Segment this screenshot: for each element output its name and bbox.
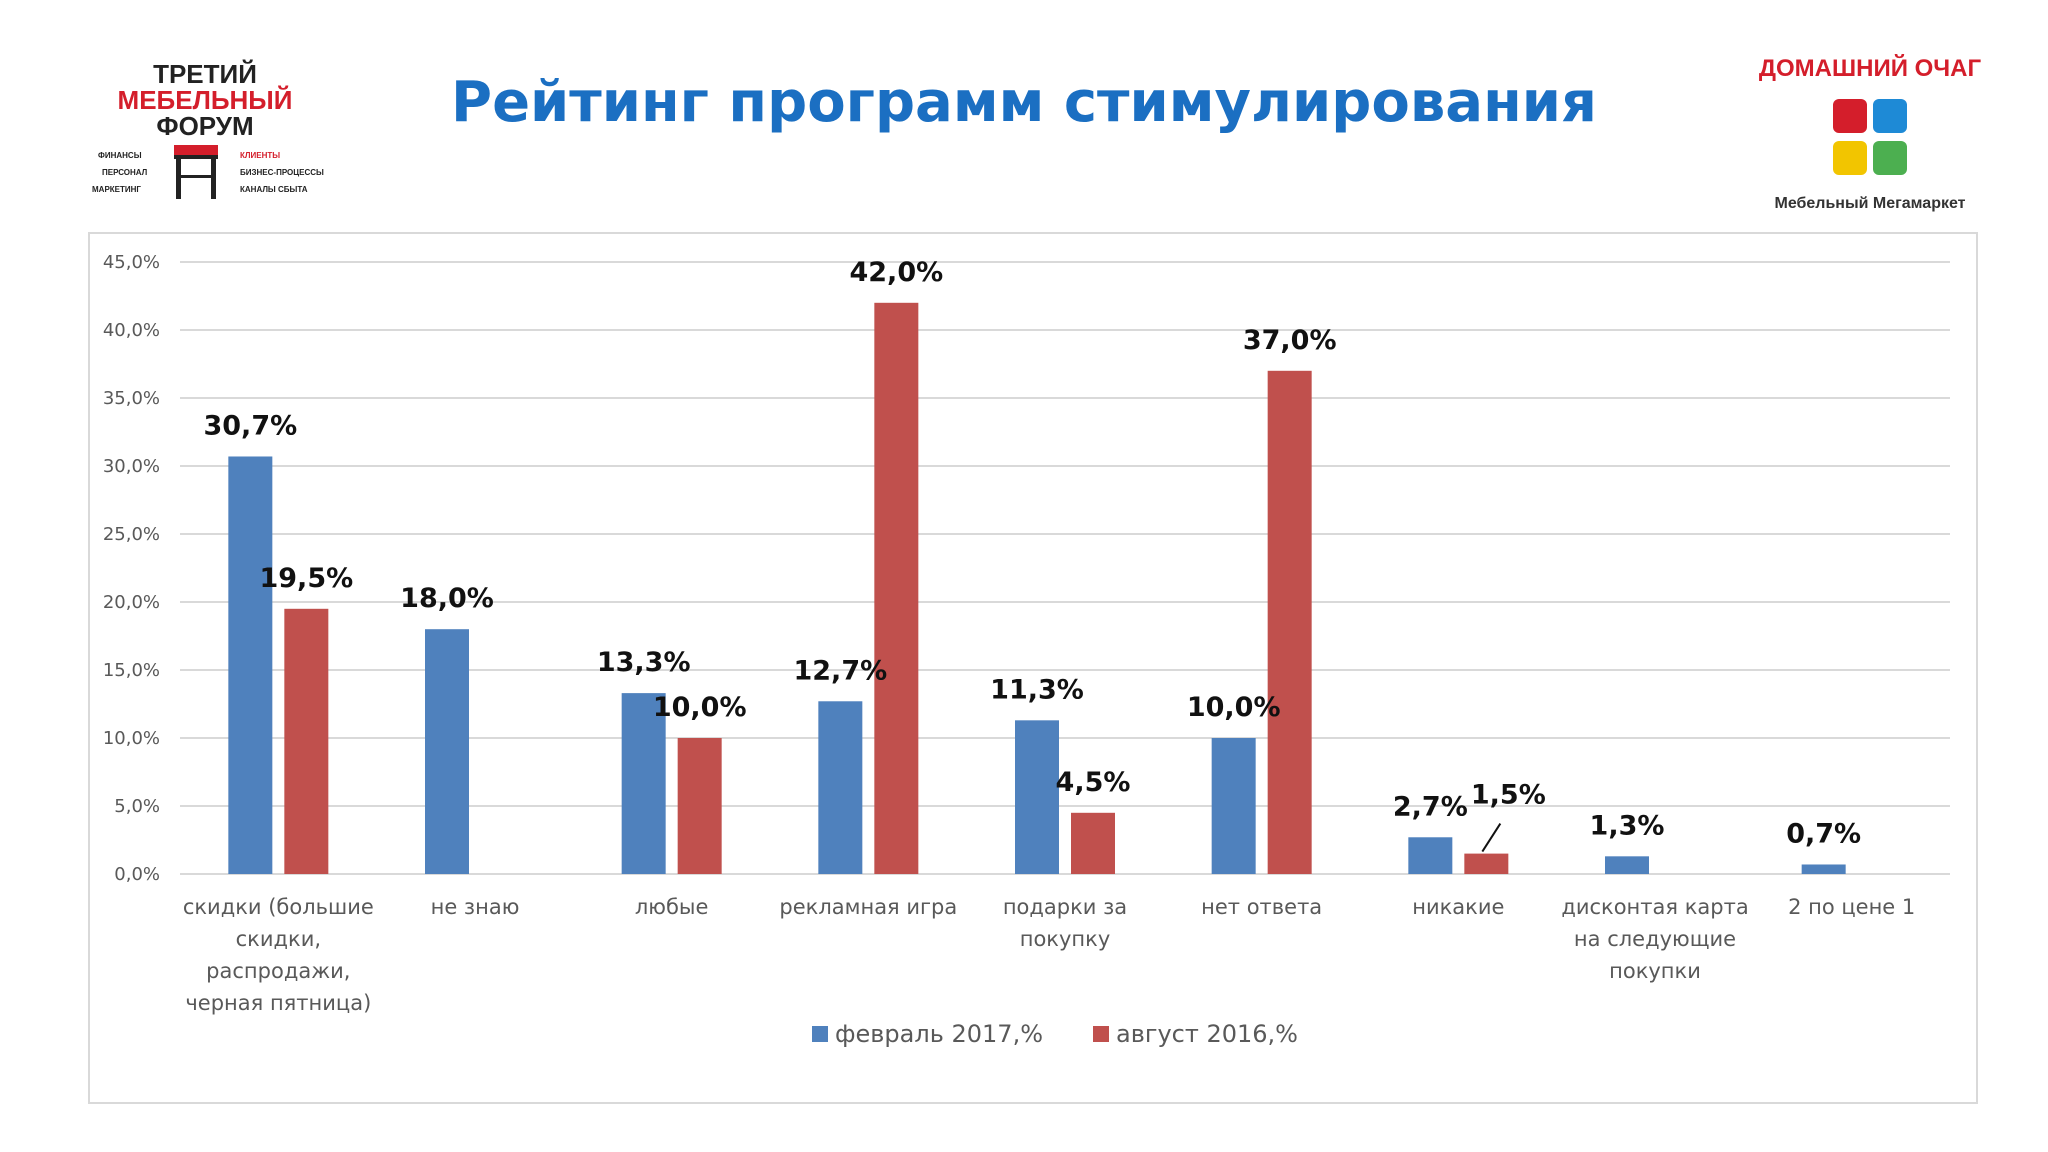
legend-label: август 2016,%: [1116, 1020, 1298, 1048]
brand-subtitle: Мебельный Мегамаркет: [1774, 195, 1966, 212]
leader-line: [1481, 823, 1502, 853]
brand-name: ДОМАШНИЙ ОЧАГ: [1758, 55, 1982, 82]
bar: [1071, 812, 1115, 874]
chair-icon: [174, 145, 218, 199]
wardrobe-icon: [1833, 99, 1867, 133]
x-tick-label: подарки за покупку: [1003, 895, 1127, 951]
y-tick-label: 0,0%: [114, 864, 160, 885]
forum-logo-right-item-2: КАНАЛЫ СБЫТА: [240, 185, 308, 194]
bar: [874, 302, 919, 874]
bar: [1605, 856, 1649, 874]
bar: [1408, 837, 1453, 874]
y-tick-label: 40,0%: [103, 320, 160, 341]
x-tick-label: любые: [635, 895, 709, 919]
forum-logo: ТРЕТИЙ МЕБЕЛЬНЫЙ ФОРУМ ФИНАНСЫ ПЕРСОНАЛ …: [90, 55, 350, 205]
x-tick-label: 2 по цене 1: [1788, 895, 1915, 919]
data-label: 11,3%: [990, 674, 1084, 705]
y-tick-label: 35,0%: [103, 388, 160, 409]
forum-logo-right-item-0: КЛИЕНТЫ: [240, 151, 281, 160]
page-title: Рейтинг программ стимулирования: [451, 70, 1597, 135]
chair-icon: [1873, 99, 1907, 133]
legend-swatch: [812, 1026, 828, 1042]
x-tick-label: рекламная игра: [779, 895, 957, 919]
x-tick-label: нет ответа: [1201, 895, 1322, 919]
data-label: 10,0%: [1187, 692, 1281, 723]
bar: [1464, 853, 1509, 874]
bar: [1267, 370, 1312, 874]
bar: [1015, 720, 1059, 874]
y-tick-label: 45,0%: [103, 252, 160, 273]
data-label: 42,0%: [849, 257, 943, 288]
data-label: 2,7%: [1393, 791, 1468, 822]
forum-logo-line1: ТРЕТИЙ: [153, 59, 257, 89]
bar: [284, 608, 329, 874]
forum-logo-left-item-0: ФИНАНСЫ: [98, 151, 142, 160]
chart-frame: 0,0% 5,0% 10,0% 15,0% 20,0% 25,0% 30,0% 35,0% 40…: [88, 232, 1978, 1104]
data-label: 37,0%: [1243, 325, 1337, 356]
bar: [621, 693, 666, 874]
x-tick-label: скидки (большие скидки, распродажи, черная …: [183, 895, 374, 1015]
y-tick-label: 20,0%: [103, 592, 160, 613]
y-tick-label: 25,0%: [103, 524, 160, 545]
lamp-icon: [1833, 141, 1867, 175]
data-label: 12,7%: [793, 655, 887, 686]
bar: [1211, 738, 1256, 874]
data-label: 19,5%: [259, 563, 353, 594]
bar: [677, 738, 722, 874]
sofa-icon: [1873, 141, 1907, 175]
data-label: 13,3%: [597, 647, 691, 678]
domashniy-ochag-logo: ДОМАШНИЙ ОЧАГ Мебельный Мегамаркет: [1755, 55, 1985, 220]
y-tick-label: 30,0%: [103, 456, 160, 477]
y-tick-label: 10,0%: [103, 728, 160, 749]
data-label: 18,0%: [400, 583, 494, 614]
bar: [425, 629, 469, 874]
y-tick-label: 15,0%: [103, 660, 160, 681]
forum-logo-line3: ФОРУМ: [156, 111, 254, 141]
bar: [1801, 864, 1846, 874]
bar: [818, 701, 863, 874]
x-tick-label: дисконтая карта на следующие покупки: [1561, 895, 1748, 983]
data-label: 10,0%: [653, 692, 747, 723]
data-label: 1,3%: [1590, 810, 1665, 841]
x-tick-label: никакие: [1412, 895, 1504, 919]
legend-label: февраль 2017,%: [835, 1020, 1043, 1048]
data-label: 0,7%: [1786, 818, 1861, 849]
legend-swatch: [1093, 1026, 1109, 1042]
forum-logo-right-item-1: БИЗНЕС-ПРОЦЕССЫ: [240, 168, 324, 177]
forum-logo-line2: МЕБЕЛЬНЫЙ: [117, 85, 293, 115]
y-tick-label: 5,0%: [114, 796, 160, 817]
forum-logo-left-item-2: МАРКЕТИНГ: [92, 185, 141, 194]
data-label: 4,5%: [1056, 767, 1131, 798]
forum-logo-left-item-1: ПЕРСОНАЛ: [102, 168, 148, 177]
bar: [228, 456, 273, 874]
data-label: 30,7%: [203, 410, 297, 441]
x-tick-label: не знаю: [431, 895, 520, 919]
bar-chart: 0,0% 5,0% 10,0% 15,0% 20,0% 25,0% 30,0% 35,0% 40…: [103, 252, 1950, 1048]
data-label: 1,5%: [1471, 780, 1546, 811]
